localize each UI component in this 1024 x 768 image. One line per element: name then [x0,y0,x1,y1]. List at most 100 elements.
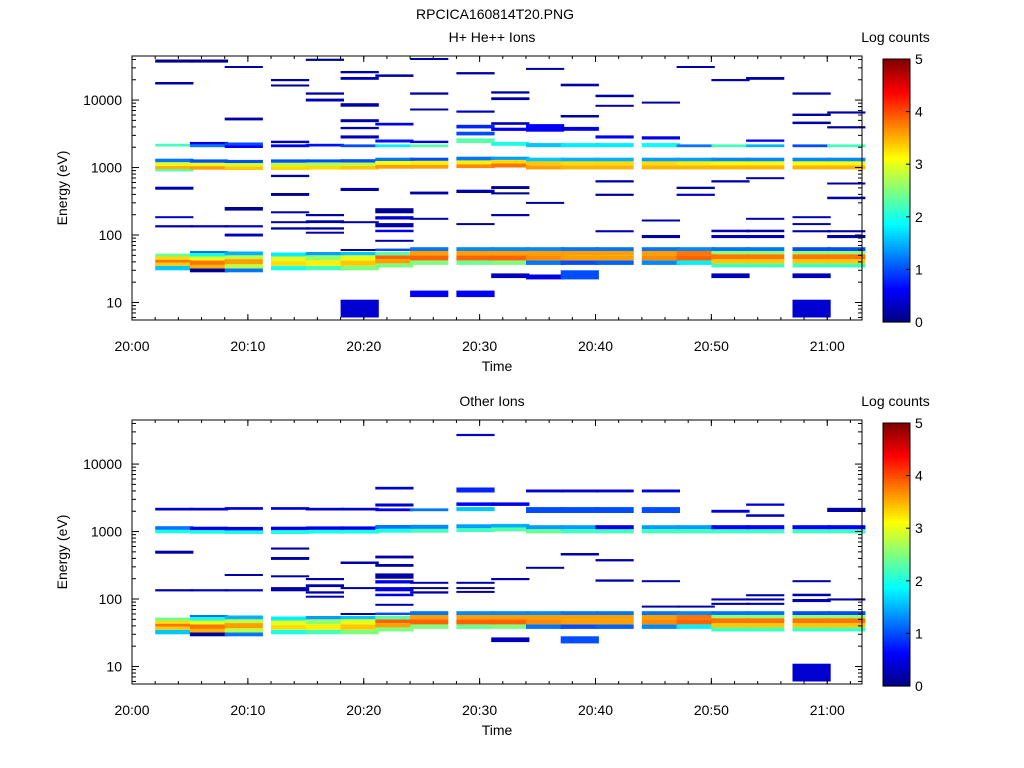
heatmap-cell [224,162,263,167]
colorbar-swatch [883,612,910,616]
colorbar-swatch [883,214,910,218]
heatmap-cell [271,193,310,196]
colorbar-swatch [883,185,910,189]
colorbar-swatch [883,654,910,658]
heatmap-cell [375,587,414,592]
heatmap-cell [155,626,194,630]
colorbar-swatch [883,546,910,550]
heatmap-cell [711,598,750,601]
heatmap-cell [595,255,634,261]
colorbar-tick-label: 0 [915,678,923,694]
heatmap-cell [641,235,680,239]
heatmap-cell [189,620,229,625]
heatmap-cell [305,591,344,594]
heatmap-cell [560,161,599,166]
colorbar-swatch [883,633,910,637]
heatmap-cell [456,528,495,533]
colorbar-swatch [883,161,910,165]
heatmap-cell [271,162,310,167]
colorbar-swatch [883,425,910,429]
heatmap-cell [560,525,599,530]
heatmap-cell [560,507,599,513]
heatmap-cell [491,255,530,261]
colorbar-swatch [883,145,910,150]
y-tick-label: 10 [106,658,122,674]
heatmap-cell [641,101,680,104]
heatmap-cell [711,161,750,166]
heatmap-cell [595,615,634,620]
heatmap-cell [340,162,379,166]
colorbar-swatch [883,106,910,110]
heatmap-cell [456,138,495,144]
colorbar-swatch [883,174,910,178]
colorbar-swatch [883,522,910,527]
heatmap-cell [375,139,414,143]
colorbar-tick-label: 5 [915,51,923,67]
heatmap-cell [792,618,831,624]
heatmap-cell [155,82,194,85]
heatmap-cell [375,248,414,251]
heatmap-cell [595,94,634,98]
colorbar-swatch [883,496,910,500]
heatmap-cell [271,575,310,578]
heatmap-cell [224,66,263,68]
colorbar-swatch [883,306,910,310]
colorbar-tick-label: 4 [915,468,923,484]
heatmap-cell [189,166,229,170]
heatmap-cell [155,216,194,219]
heatmap-cell [305,165,344,170]
colorbar-swatch [883,179,910,184]
heatmap-cell [595,161,634,166]
colorbar-swatch [883,494,910,498]
heatmap-cell [456,615,495,620]
heatmap-cell [375,603,414,606]
heatmap-cell [526,161,565,166]
heatmap-cell [746,165,785,170]
heatmap-cell [746,263,785,268]
colorbar-swatch [883,551,910,556]
heatmap-cell [189,162,229,167]
heatmap-cell [792,263,831,268]
heatmap-cell [676,624,715,629]
heatmap-cell [271,84,310,87]
colorbar-swatch [883,187,910,192]
heatmap-cell [189,144,229,148]
colorbar-tick-label: 2 [915,573,923,589]
colorbar-swatch [883,583,910,587]
colorbar-swatch [883,480,910,485]
colorbar-swatch [883,512,910,516]
heatmap-cell [711,259,750,264]
colorbar-swatch [883,211,910,215]
heatmap-cell [271,174,310,178]
colorbar-swatch [883,433,910,437]
colorbar-swatch [883,279,910,284]
heatmap-cell [641,219,680,222]
heatmap-cell [595,157,634,162]
colorbar-swatch [883,143,910,147]
colorbar-swatch [883,285,910,289]
colorbar-swatch [883,272,910,276]
heatmap-cells [155,58,866,318]
panel-title: Other Ions [459,393,524,409]
heatmap-cell [491,159,530,164]
heatmap-cell [155,526,194,530]
colorbar-swatch [883,295,910,299]
colorbar-swatch [883,670,910,674]
heatmap-cell [792,663,831,682]
heatmap-cell [526,529,565,534]
colorbar-swatch [883,227,910,231]
colorbar-swatch [883,95,910,100]
heatmap-cell [224,142,263,146]
heatmap-cell [792,230,831,233]
colorbar-swatch [883,454,910,458]
heatmap-cell [375,259,414,264]
heatmap-cell [340,71,379,74]
heatmap-cell [676,144,715,148]
colorbar-swatch [883,93,910,97]
colorbar-swatch [883,124,910,128]
heatmap-cell [526,260,565,265]
heatmap-cell [456,160,495,165]
colorbar-swatch [883,441,910,445]
heatmap-cell [711,180,750,183]
heatmap-cells [155,433,866,682]
